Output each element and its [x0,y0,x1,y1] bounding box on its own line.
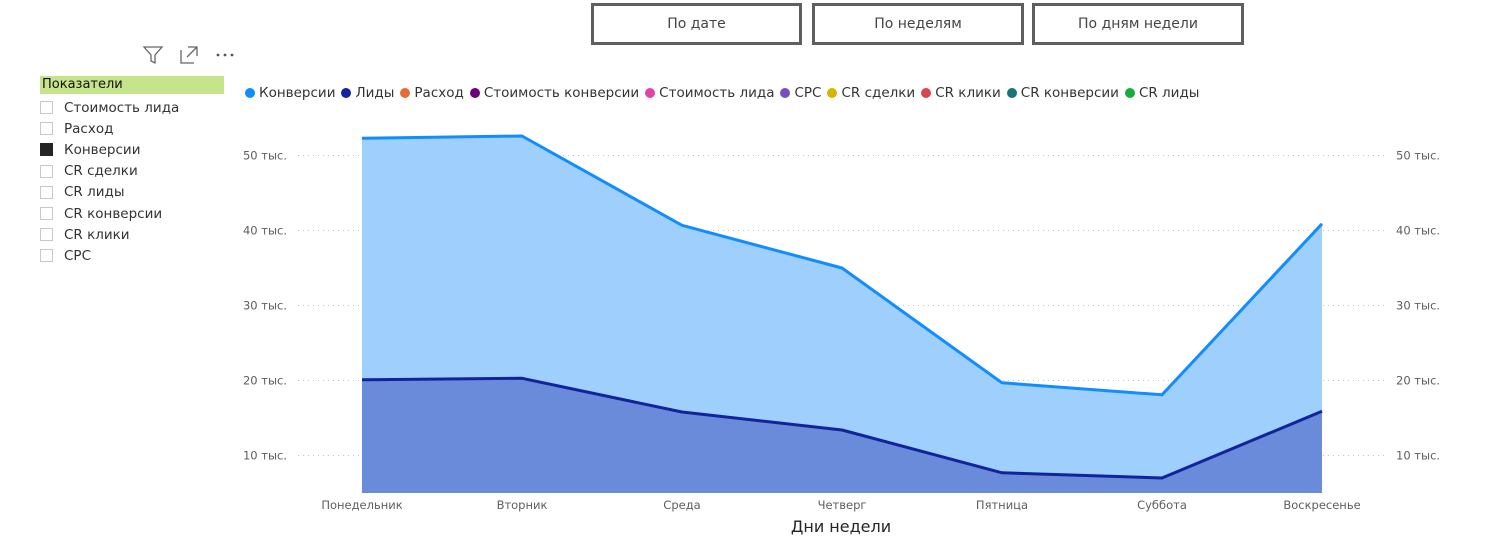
legend-marker [1124,88,1135,98]
legend-marker [341,88,352,98]
tab-by-weeks[interactable]: По неделям [812,3,1024,45]
slicer-item[interactable]: CPC [40,245,179,266]
area-series [361,134,1324,493]
legend-label: Стоимость конверсии [483,85,640,101]
filter-icon[interactable] [142,44,164,66]
slicer-title: Показатели [40,76,224,94]
legend-marker [780,88,791,98]
checkbox[interactable] [40,143,53,157]
slicer-item-label: CR клики [64,226,130,243]
checkbox[interactable] [40,164,53,178]
x-tick-label: Четверг [818,498,867,512]
y-tick-label-left: 10 тыс. [243,449,287,463]
y-tick-label-left: 30 тыс. [243,299,287,313]
legend-item[interactable]: Конверсии [245,85,335,101]
y-tick-label-right: 40 тыс. [1396,224,1440,238]
checkbox[interactable] [40,101,53,115]
slicer-item[interactable]: CR конверсии [40,203,179,224]
legend-label: CR сделки [841,85,916,101]
x-tick-label: Понедельник [321,498,402,512]
checkbox[interactable] [40,207,53,221]
slicer-item[interactable]: CR сделки [40,161,179,182]
legend-label: Конверсии [259,85,336,101]
axis-labels: 10 тыс. 10 тыс. 20 тыс. 20 тыс. 30 тыс. 30 ты… [243,149,1440,513]
legend-item[interactable]: Стоимость конверсии [469,85,640,101]
legend-item[interactable]: CR конверсии [1006,85,1119,101]
legend-label: Расход [414,85,464,101]
x-tick-label: Пятница [976,498,1028,512]
slicer-item-label: CR лиды [64,184,125,201]
x-tick-label: Вторник [497,498,548,512]
slicer-list: Стоимость лида Расход Конверсии CR сделк… [40,97,179,267]
checkbox[interactable] [40,228,53,242]
tab-by-weekdays[interactable]: По дням недели [1032,3,1244,45]
slicer-item[interactable]: Конверсии [40,139,179,160]
y-tick-label-left: 40 тыс. [243,224,287,238]
slicer-item-label: Стоимость лида [64,99,180,116]
x-tick-label: Суббота [1137,498,1187,512]
legend-item[interactable]: CR клики [921,85,1001,101]
y-tick-label-right: 10 тыс. [1396,449,1440,463]
y-tick-label-right: 30 тыс. [1396,299,1440,313]
legend-label: CPC [794,85,822,101]
checkbox[interactable] [40,185,53,199]
slicer-item[interactable]: CR клики [40,224,179,245]
more-options-icon[interactable] [214,44,236,66]
checkbox[interactable] [40,249,53,263]
slicer-item[interactable]: CR лиды [40,182,179,203]
legend-marker [921,88,932,98]
legend-label: Лиды [355,85,395,101]
legend-marker [645,88,656,98]
area-fill-series-1 [362,378,1322,493]
y-tick-label-left: 50 тыс. [243,149,287,163]
legend-item[interactable]: CPC [780,85,821,101]
x-tick-label: Воскресенье [1283,498,1360,512]
legend-item[interactable]: Стоимость лида [645,85,774,101]
slicer-item-label: CPC [64,247,91,264]
checkbox[interactable] [40,122,53,136]
slicer-item-label: CR сделки [64,163,138,180]
legend-label: CR конверсии [1020,85,1119,101]
legend-label: Стоимость лида [659,85,775,101]
x-tick-label: Среда [663,498,700,512]
slicer-item[interactable]: Стоимость лида [40,97,179,118]
chart-legend: Конверсии Лиды Расход Стоимость конверси… [245,85,1205,101]
legend-item[interactable]: Лиды [341,85,394,101]
tab-by-date[interactable]: По дате [591,3,802,45]
slicer-item[interactable]: Расход [40,118,179,139]
legend-marker [827,88,838,98]
visual-toolbar [142,44,236,66]
legend-marker [469,88,480,98]
legend-label: CR лиды [1138,85,1200,101]
slicer-item-label: CR конверсии [64,205,163,222]
legend-item[interactable]: CR сделки [827,85,915,101]
slicer-item-label: Расход [64,120,114,137]
slicer-item-label: Конверсии [64,141,141,158]
legend-marker [245,88,255,98]
legend-label: CR клики [935,85,1001,101]
legend-item[interactable]: Расход [400,85,464,101]
legend-marker [400,88,411,98]
series-line-1[interactable] [361,376,1323,480]
y-tick-label-right: 50 тыс. [1396,149,1440,163]
legend-item[interactable]: CR лиды [1124,85,1200,101]
y-tick-label-right: 20 тыс. [1396,374,1440,388]
y-tick-label-left: 20 тыс. [243,374,287,388]
legend-marker [1006,88,1017,98]
x-axis-title: Дни недели [791,517,891,536]
focus-mode-icon[interactable] [178,44,200,66]
series-line-0[interactable] [361,134,1324,397]
